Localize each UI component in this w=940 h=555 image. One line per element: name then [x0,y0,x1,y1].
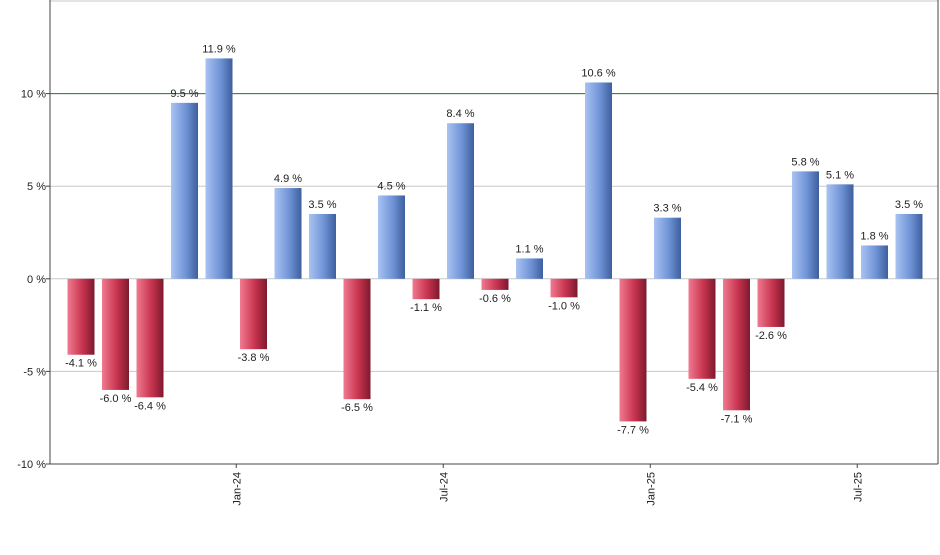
bar [688,278,716,379]
data-label: -1.1 % [410,302,442,314]
y-tick-label: 10 % [21,89,46,101]
bar [205,58,233,279]
data-label: 1.8 % [860,230,888,242]
bar [171,102,198,279]
data-label: 4.9 % [274,173,302,185]
data-label: 10.6 % [581,67,615,79]
bar [309,213,336,279]
data-label: 8.4 % [446,108,474,120]
bar [240,278,267,350]
bar [447,123,474,279]
bar [826,184,854,279]
bar [757,278,785,327]
bar [585,82,612,279]
y-tick-label: 5 % [27,181,46,193]
data-label: -1.0 % [548,300,580,312]
data-label: 3.3 % [653,203,681,215]
data-label: 1.1 % [515,243,543,255]
data-label: -6.0 % [100,393,132,405]
bar [895,213,923,279]
x-tick-label: Jul-24 [438,472,450,502]
bar [136,278,164,398]
bar [619,278,647,422]
data-label: 5.1 % [826,169,854,181]
data-label: -0.6 % [479,293,511,305]
bars [67,58,923,422]
bar [861,245,888,279]
y-tick-label: -10 % [17,459,46,471]
data-label: 9.5 % [170,88,198,100]
bar [723,278,750,411]
bar [792,171,819,279]
x-tick-label: Jul-25 [852,472,864,502]
bar [378,195,405,279]
data-label: -4.1 % [65,358,97,370]
bar [67,278,95,355]
axes: -10 % -5 % 0 % 5 % 10 % Jan-24 Jul-24 Jan-25 Jul… [17,0,939,506]
data-label: -6.5 % [341,402,373,414]
data-label: -2.6 % [755,330,787,342]
data-label: 3.5 % [308,199,336,211]
x-tick-label: Jan-24 [231,472,243,506]
x-tick-label: Jan-25 [645,472,657,506]
bar [343,278,371,400]
bar [412,278,440,300]
y-tick-label: 0 % [27,274,46,286]
data-label: 3.5 % [895,199,923,211]
bar [516,258,543,279]
data-label: -7.7 % [617,424,649,436]
bar [654,217,681,279]
data-label: -5.4 % [686,382,718,394]
bar [550,278,578,298]
y-tick-label: -5 % [23,366,46,378]
data-label: -3.8 % [238,352,270,364]
data-label: -7.1 % [721,413,753,425]
data-label: 4.5 % [377,180,405,192]
data-label: 5.8 % [791,156,819,168]
bar [102,278,129,390]
bar [274,188,302,279]
data-label: 11.9 % [202,43,236,55]
bar [481,278,509,290]
data-label: -6.4 % [134,400,166,412]
data-labels: -4.1 % -6.0 %-6.4 % 9.5 % 11.9 % -3.8 % 4.9 %… [65,43,923,436]
